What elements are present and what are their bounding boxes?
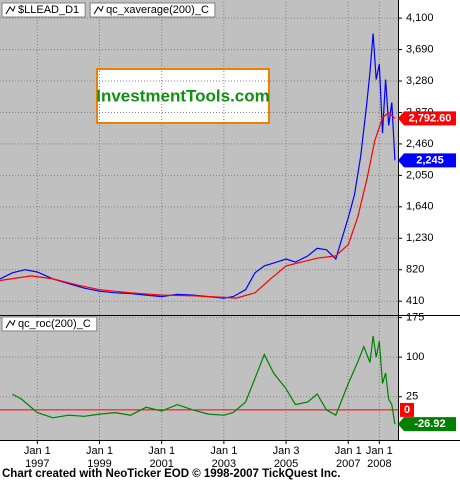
y-tick-label: 820 — [406, 264, 424, 276]
plot-background — [0, 0, 398, 440]
x-tick-year: 2007 — [336, 458, 360, 470]
value-label: 2,245 — [416, 154, 444, 166]
series-line — [0, 111, 396, 299]
y-tick-label: 2,460 — [406, 138, 434, 150]
x-tick-label: Jan 3 — [273, 445, 300, 457]
value-label: -26.92 — [414, 418, 445, 430]
y-tick-label: 175 — [406, 311, 424, 323]
legend-label: qc_roc(200)_C — [18, 318, 91, 330]
legend-label: $LLEAD_D1 — [18, 4, 79, 16]
legend-box — [1, 2, 86, 18]
legend-box — [1, 316, 98, 332]
y-tick-label: 25 — [406, 391, 418, 403]
x-tick-year: 1999 — [87, 458, 111, 470]
x-tick-label: Jan 1 — [86, 445, 113, 457]
y-tick-label: 410 — [406, 295, 424, 307]
x-tick-year: 2001 — [149, 458, 173, 470]
y-tick-label: 1,640 — [406, 201, 434, 213]
legend-label: qc_xaverage(200)_C — [106, 4, 209, 16]
watermark-box — [96, 68, 270, 124]
legend-icon — [5, 319, 16, 329]
y-tick-label: 1,230 — [406, 232, 434, 244]
value-label-box — [398, 153, 456, 168]
y-tick-label: 4,100 — [406, 12, 434, 24]
legend-box — [89, 2, 216, 18]
footer: Chart created with NeoTicker EOD © 1998-… — [2, 468, 341, 480]
y-tick-label: 3,280 — [406, 75, 434, 87]
x-tick-year: 2005 — [274, 458, 298, 470]
reference-label: 0 — [404, 404, 410, 416]
x-tick-label: Jan 1 — [24, 445, 51, 457]
series-line — [12, 336, 396, 425]
value-label-box — [400, 402, 414, 417]
legend-item: $LLEAD_D1 — [1, 2, 86, 18]
x-tick-label: Jan 1 — [366, 445, 393, 457]
value-label: 2,792.60 — [409, 112, 452, 124]
x-tick-label: Jan 1 — [335, 445, 362, 457]
y-tick-label: 2,050 — [406, 169, 434, 181]
legend-icon — [93, 5, 104, 15]
y-tick-label: 3,690 — [406, 43, 434, 55]
value-label-box — [398, 417, 456, 432]
legend-item: qc_roc(200)_C — [1, 316, 98, 332]
watermark: InvestmentTools.com — [96, 86, 270, 105]
x-tick-year: 1997 — [25, 458, 49, 470]
series-line — [0, 33, 396, 299]
legend-item: qc_xaverage(200)_C — [89, 2, 216, 18]
x-tick-year: 2008 — [367, 458, 391, 470]
legend-icon — [5, 5, 16, 15]
x-tick-label: Jan 1 — [148, 445, 175, 457]
y-tick-label: 100 — [406, 351, 424, 363]
x-tick-year: 2003 — [212, 458, 236, 470]
value-label-box — [398, 111, 456, 126]
x-tick-label: Jan 1 — [210, 445, 237, 457]
